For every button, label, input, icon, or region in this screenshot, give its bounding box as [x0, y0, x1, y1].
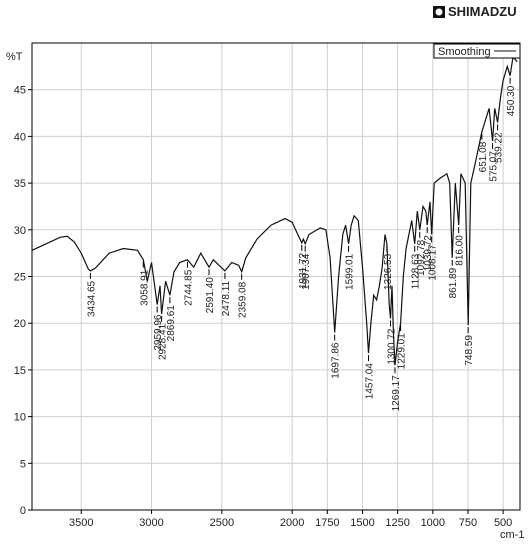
peak-label: 450.30 [506, 85, 517, 116]
peak-label: 2869.61 [166, 305, 177, 342]
peak-label: 2591.40 [205, 277, 216, 314]
x-tick-label: 500 [494, 517, 512, 529]
x-tick-label: 3500 [69, 517, 93, 529]
logo-icon-dot [435, 8, 443, 16]
peak-label: 816.00 [455, 235, 466, 266]
peak-label: 539.22 [494, 132, 505, 163]
y-tick-label: 0 [20, 505, 26, 517]
x-tick-label: 2000 [280, 517, 304, 529]
peak-label: 3058.91 [139, 269, 150, 306]
peak-label: 1931.72 [298, 252, 309, 289]
peak-label: 3434.65 [86, 280, 97, 317]
peak-label: 1300.72 [387, 328, 398, 365]
peak-label: 1229.01 [397, 333, 408, 370]
peak-label: 1269.17 [391, 375, 402, 412]
y-tick-label: 25 [14, 272, 26, 284]
y-tick-label: 10 [14, 412, 26, 424]
peak-label: 1008.17 [428, 244, 439, 281]
peak-label: 1599.01 [345, 253, 356, 290]
logo: SHIMADZU [448, 4, 517, 19]
peak-label: 2744.85 [183, 269, 194, 306]
x-tick-label: 2500 [210, 517, 234, 529]
y-tick-label: 5 [20, 458, 26, 470]
peak-label: 2959.96 [153, 314, 164, 351]
x-tick-label: 1000 [421, 517, 445, 529]
peak-label: 1697.86 [331, 342, 342, 379]
peak-label: 1039.72 [423, 235, 434, 272]
peak-label: 575.07 [489, 151, 500, 182]
peak-label: 1092.78 [416, 239, 427, 276]
peak-label: 651.08 [478, 141, 489, 172]
peak-label: 2928.41 [158, 323, 169, 360]
y-tick-label: 35 [14, 178, 26, 190]
x-tick-label: 1250 [385, 517, 409, 529]
legend-box [433, 43, 521, 59]
x-tick-label: 1750 [315, 517, 339, 529]
plot-frame [31, 42, 521, 511]
x-axis-label: cm-1 [500, 529, 524, 541]
peak-label: 2359.08 [238, 281, 249, 318]
peak-label: 1326.53 [383, 253, 394, 290]
peak-label: 2478.11 [221, 280, 232, 316]
peak-label: 861.89 [448, 267, 459, 298]
y-tick-label: 30 [14, 225, 26, 237]
x-tick-label: 1500 [350, 517, 374, 529]
peak-label: 1457.04 [365, 363, 376, 400]
x-tick-label: 3000 [139, 517, 163, 529]
peak-label: 1128.63 [411, 253, 422, 289]
y-tick-label: 40 [14, 131, 26, 143]
y-axis-label: %T [6, 51, 23, 63]
peak-label: 1907.34 [301, 253, 312, 290]
y-tick-label: 15 [14, 365, 26, 377]
x-tick-label: 750 [459, 517, 477, 529]
spectrum-line [31, 55, 518, 366]
legend-label: Smoothing [438, 46, 491, 58]
y-tick-label: 20 [14, 318, 26, 330]
y-tick-label: 45 [14, 85, 26, 97]
peak-label: 748.59 [464, 335, 475, 366]
